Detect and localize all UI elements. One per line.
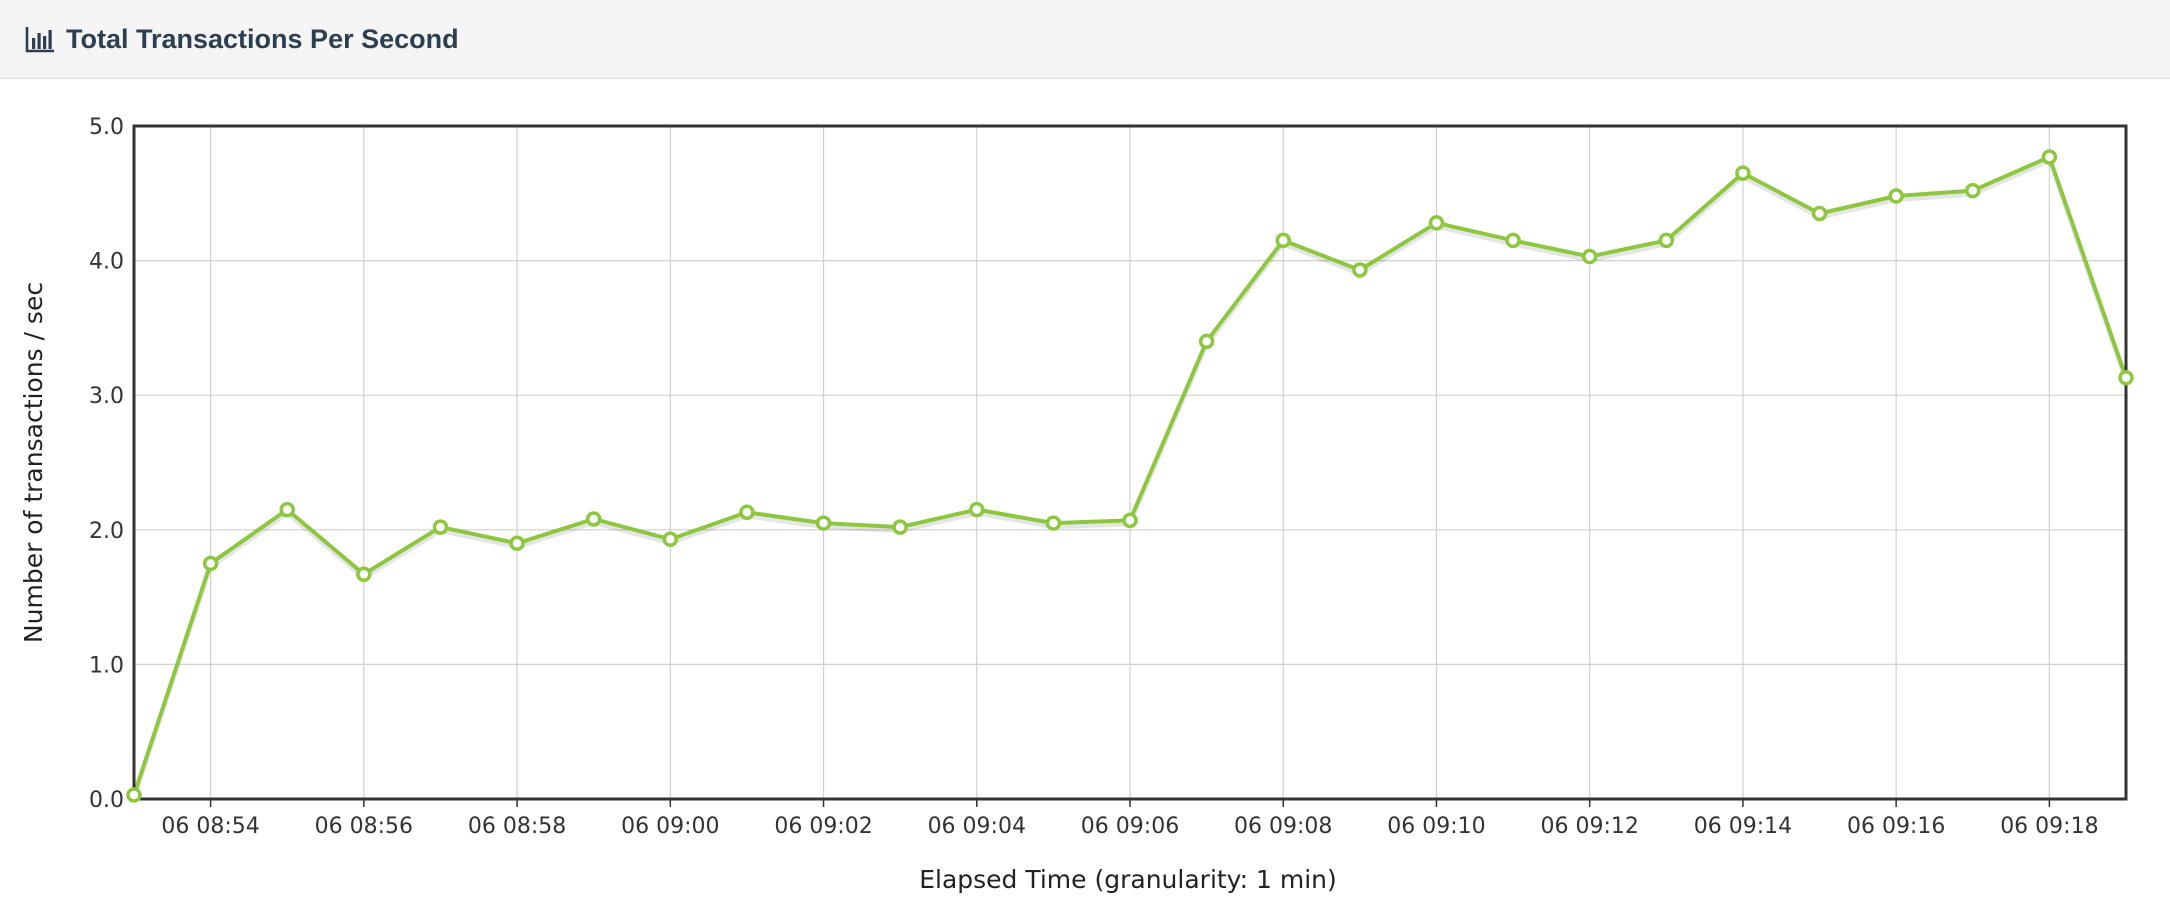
data-point xyxy=(1352,262,1368,278)
y-axis-ticks: 0.0 1.0 2.0 3.0 4.0 5.0 xyxy=(89,115,124,813)
data-point xyxy=(1965,182,1981,199)
data-point xyxy=(1811,205,1828,222)
y-tick-label: 5.0 xyxy=(89,115,124,140)
data-point xyxy=(1045,515,1062,531)
data-point xyxy=(1735,165,1751,181)
data-point xyxy=(279,501,295,518)
x-tick-label: 06 09:02 xyxy=(774,814,872,839)
data-point xyxy=(1428,215,1445,231)
x-tick-label: 06 09:00 xyxy=(621,814,719,839)
x-tick-label: 06 08:56 xyxy=(315,814,413,839)
x-axis-ticks: 06 08:54 06 08:56 06 08:58 06 09:00 06 09:02… xyxy=(161,799,2099,839)
transactions-chart: 0.01.02.03.04.05.0 06 08:54 06 08:56 06 08… xyxy=(19,115,2134,894)
x-tick-label: 06 08:58 xyxy=(468,814,566,839)
data-point xyxy=(2118,369,2134,386)
data-point xyxy=(1198,333,1215,350)
data-point xyxy=(432,519,449,535)
data-point xyxy=(509,535,525,552)
data-point xyxy=(815,515,832,531)
y-tick-label: 1.0 xyxy=(89,653,124,678)
x-tick-label: 06 09:18 xyxy=(2000,814,2098,839)
y-tick-label: 0.0 xyxy=(89,788,124,813)
data-point xyxy=(1505,232,1521,249)
x-tick-label: 06 09:14 xyxy=(1694,814,1792,839)
data-point xyxy=(202,555,219,572)
x-tick-label: 06 08:54 xyxy=(161,814,259,839)
data-point xyxy=(892,519,908,535)
data-point xyxy=(585,511,602,527)
data-point xyxy=(1888,188,1904,204)
data-point xyxy=(969,501,985,518)
bar-chart-icon xyxy=(25,27,54,53)
data-point xyxy=(126,787,142,803)
data-point xyxy=(2041,149,2058,165)
data-point xyxy=(356,566,372,582)
data-point xyxy=(739,504,755,521)
x-tick-label: 06 09:06 xyxy=(1081,814,1179,839)
data-point xyxy=(662,531,679,547)
x-axis-title: Elapsed Time (granularity: 1 min) xyxy=(919,865,1337,894)
panel-title: Total Transactions Per Second xyxy=(66,23,459,54)
x-tick-label: 06 09:10 xyxy=(1387,814,1485,839)
x-tick-label: 06 09:12 xyxy=(1540,814,1638,839)
data-point xyxy=(1658,232,1675,249)
data-point xyxy=(1122,512,1138,529)
y-axis-title: Number of transactions / sec xyxy=(19,282,48,643)
y-tick-label: 2.0 xyxy=(89,519,124,544)
data-point xyxy=(1275,232,1291,249)
y-tick-label: 3.0 xyxy=(89,384,124,409)
x-tick-label: 06 09:04 xyxy=(928,814,1026,839)
series-points xyxy=(126,149,2134,803)
panel-header: Total Transactions Per Second xyxy=(0,0,2170,79)
x-tick-label: 06 09:08 xyxy=(1234,814,1332,839)
data-point xyxy=(1581,248,1598,265)
x-tick-label: 06 09:16 xyxy=(1847,814,1945,839)
y-tick-label: 4.0 xyxy=(89,250,124,275)
grid-lines xyxy=(134,125,2126,800)
plot-frame xyxy=(132,124,2128,801)
